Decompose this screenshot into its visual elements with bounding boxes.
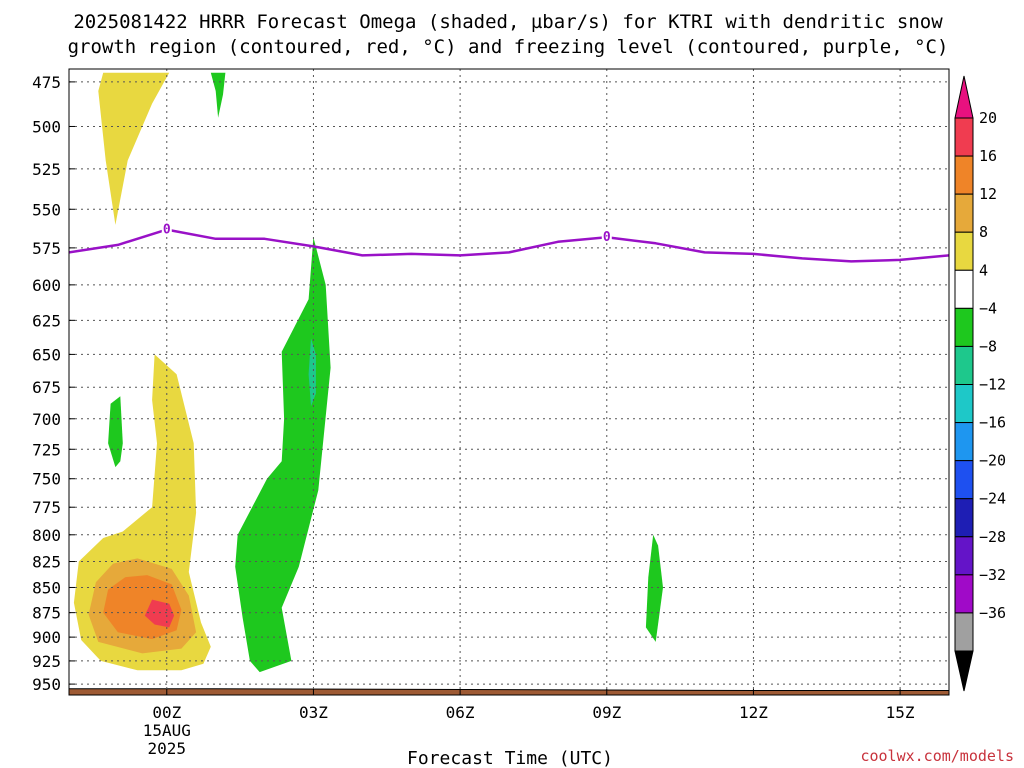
- colorbar-segment-11: [954, 536, 974, 576]
- x-tick-label-03Z: 03Z: [299, 703, 328, 722]
- colorbar-label-12: −32: [979, 566, 1006, 584]
- freezing-level-label: 0: [603, 230, 611, 245]
- y-tick-label-525: 525: [32, 160, 61, 179]
- colorbar-segment-10: [954, 498, 974, 538]
- colorbar-label-9: −20: [979, 452, 1006, 470]
- colorbar-label-6: −8: [979, 337, 997, 355]
- colorbar-label-8: −16: [979, 414, 1006, 432]
- colorbar-label-0: 20: [979, 109, 997, 127]
- y-tick-label-575: 575: [32, 239, 61, 258]
- colorbar-segment-7: [954, 384, 974, 424]
- terrain-edge: [69, 688, 949, 691]
- colorbar: 20 16 12 8 4 −4 −8 −12 −16 −20 −24 −28 −32 −36: [954, 75, 1006, 692]
- y-tick-label-675: 675: [32, 378, 61, 397]
- x-tick-year: 2025: [148, 739, 187, 758]
- y-tick-label-700: 700: [32, 410, 61, 429]
- colorbar-segment-0: [954, 117, 974, 157]
- plot-frame: [68, 68, 950, 696]
- y-tick-label-650: 650: [32, 345, 61, 364]
- y-tick-label-775: 775: [32, 498, 61, 517]
- colorbar-label-3: 8: [979, 223, 988, 241]
- y-tick-label-875: 875: [32, 604, 61, 623]
- x-tick-label-06Z: 06Z: [446, 703, 475, 722]
- colorbar-label-1: 16: [979, 147, 997, 165]
- freezing-level-line: [69, 228, 949, 263]
- y-tick-label-725: 725: [32, 440, 61, 459]
- colorbar-label-4: 4: [979, 261, 988, 279]
- omega-region-4: [144, 599, 175, 628]
- y-tick-label-800: 800: [32, 526, 61, 545]
- y-tick-label-825: 825: [32, 553, 61, 572]
- colorbar-label-11: −28: [979, 528, 1006, 546]
- y-tick-label-950: 950: [32, 675, 61, 694]
- freezing-level-label: 0: [163, 223, 171, 238]
- colorbar-segment-8: [954, 422, 974, 462]
- y-tick-label-625: 625: [32, 311, 61, 330]
- colorbar-segment-1: [954, 155, 974, 195]
- terrain-fill: [69, 688, 949, 695]
- grid: [69, 69, 949, 695]
- chart-title-line-1: 2025081422 HRRR Forecast Omega (shaded, …: [73, 11, 943, 33]
- colorbar-segment-2: [954, 193, 974, 233]
- freezing-label-bg: [601, 228, 612, 243]
- y-tick-label-750: 750: [32, 470, 61, 489]
- omega-region-7: [235, 237, 331, 673]
- omega-region-0: [98, 72, 170, 225]
- y-axis: 475 500 525 550 575 600 625 650 675 700 725 750 775 8…: [32, 73, 75, 694]
- colorbar-label-7: −12: [979, 376, 1006, 394]
- colorbar-segment-13: [954, 612, 974, 652]
- colorbar-segment-12: [954, 574, 974, 614]
- credit-text: coolwx.com/models: [860, 747, 1014, 765]
- chart-title-line-2: growth region (contoured, red, °C) and f…: [68, 36, 949, 58]
- omega-region-5: [210, 72, 226, 118]
- y-tick-label-900: 900: [32, 628, 61, 647]
- omega-shading: [73, 72, 663, 673]
- x-tick-label-00Z: 00Z: [152, 703, 181, 722]
- freezing-level-contour: 00: [69, 220, 949, 263]
- x-tick-label-09Z: 09Z: [592, 703, 621, 722]
- omega-region-8: [308, 338, 316, 407]
- colorbar-label-10: −24: [979, 490, 1006, 508]
- y-tick-label-600: 600: [32, 276, 61, 295]
- freezing-label-bg: [161, 220, 172, 235]
- colorbar-label-5: −4: [979, 299, 997, 317]
- colorbar-segment-9: [954, 460, 974, 500]
- colorbar-segment-4: [954, 269, 974, 309]
- x-tick-date: 15AUG: [143, 721, 191, 740]
- x-tick-label-15Z: 15Z: [886, 703, 915, 722]
- colorbar-segment-6: [954, 345, 974, 385]
- colorbar-label-2: 12: [979, 185, 997, 203]
- colorbar-segment-5: [954, 307, 974, 347]
- y-tick-label-550: 550: [32, 200, 61, 219]
- colorbar-label-13: −36: [979, 604, 1006, 622]
- y-tick-label-925: 925: [32, 652, 61, 671]
- y-tick-label-850: 850: [32, 578, 61, 597]
- colorbar-bottom-triangle: [954, 650, 974, 692]
- y-tick-label-500: 500: [32, 117, 61, 136]
- colorbar-segment-3: [954, 231, 974, 271]
- terrain: [69, 688, 949, 695]
- x-axis-title: Forecast Time (UTC): [407, 748, 613, 768]
- x-tick-label-12Z: 12Z: [739, 703, 768, 722]
- y-tick-label-475: 475: [32, 73, 61, 92]
